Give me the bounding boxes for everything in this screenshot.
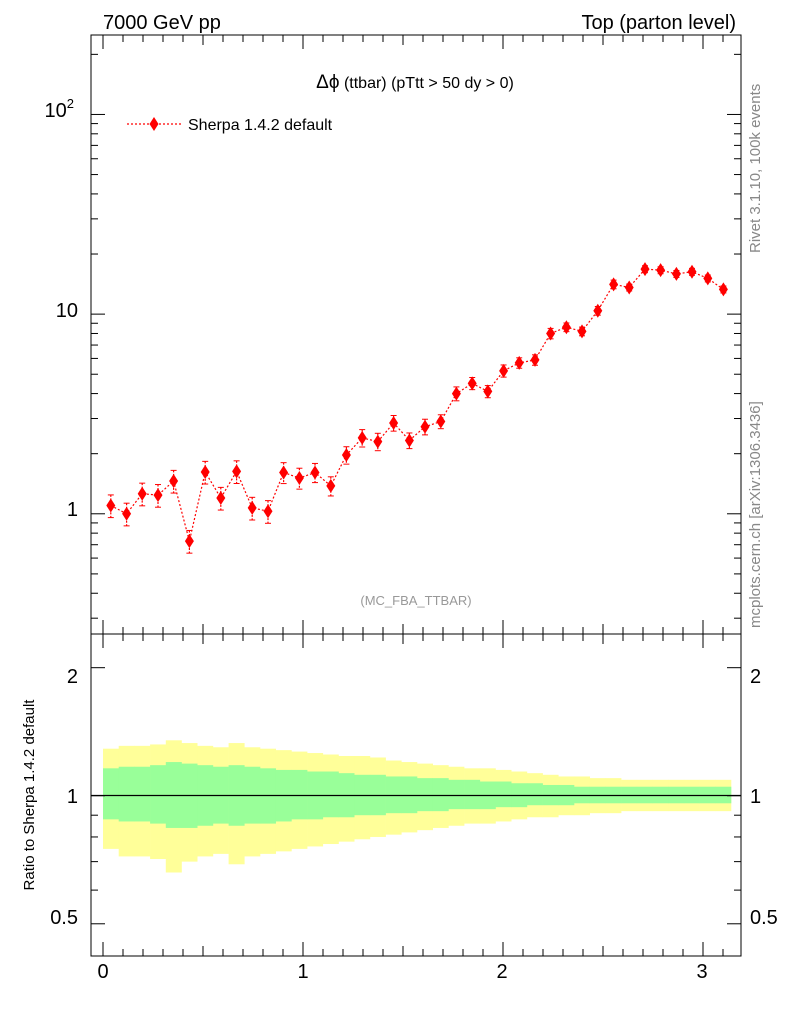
data-point xyxy=(467,376,477,391)
data-point xyxy=(561,320,571,335)
data-point xyxy=(294,471,304,486)
data-point xyxy=(373,434,383,449)
data-point xyxy=(499,363,509,378)
ratio-panel: 2 1 0.5 2 1 0.5 Ratio to Sherpa 1.4.2 de… xyxy=(21,633,778,983)
title-rest: (ttbar) (pTtt > 50 dy > 0) xyxy=(340,75,514,92)
data-point xyxy=(137,486,147,501)
data-point xyxy=(184,534,194,549)
data-point xyxy=(216,490,226,505)
data-point xyxy=(200,464,210,479)
data-point xyxy=(483,384,493,399)
ratio-y-tick-1-left: 1 xyxy=(67,786,78,808)
ratio-inner-band-bin xyxy=(432,778,449,812)
data-point xyxy=(703,271,713,286)
rivet-label: Rivet 3.1.10, 100k events xyxy=(747,84,764,253)
ratio-y-tick-2-right: 2 xyxy=(750,666,761,688)
data-point xyxy=(326,478,336,493)
ratio-ylabel: Ratio to Sherpa 1.4.2 default xyxy=(21,699,38,891)
ratio-inner-band-bin xyxy=(134,766,151,822)
ratio-inner-band-bin xyxy=(464,779,481,810)
data-point xyxy=(436,414,446,429)
x-tick-label-1: 1 xyxy=(297,961,308,983)
x-tick-label-2: 2 xyxy=(496,961,507,983)
ratio-inner-band-bin xyxy=(495,781,512,808)
analysis-label: (MC_FBA_TTBAR) xyxy=(360,593,471,608)
data-point xyxy=(247,500,257,515)
title-symbol: Δϕ xyxy=(316,72,339,93)
ratio-inner-band-bin xyxy=(417,778,433,812)
series-line xyxy=(110,268,724,542)
data-point xyxy=(404,433,414,448)
data-point xyxy=(341,447,351,462)
mcplots-label: mcplots.cern.ch [arXiv:1306.3436] xyxy=(747,401,764,628)
data-point xyxy=(546,326,556,341)
y-tick-label-1: 1 xyxy=(67,499,78,521)
data-point xyxy=(451,386,461,401)
ratio-inner-band-bin xyxy=(103,768,119,820)
ratio-inner-band-bin xyxy=(118,766,135,822)
header-left: 7000 GeV pp xyxy=(103,12,221,34)
data-point xyxy=(420,419,430,434)
data-point xyxy=(687,264,697,279)
legend: Sherpa 1.4.2 default xyxy=(127,117,333,134)
ratio-frame xyxy=(90,633,742,957)
ratio-y-tick-05-left: 0.5 xyxy=(50,907,78,929)
data-point xyxy=(169,473,179,488)
header-right: Top (parton level) xyxy=(581,12,736,34)
data-point xyxy=(577,324,587,339)
ratio-y-tick-2-left: 2 xyxy=(67,666,78,688)
ratio-inner-band-bin xyxy=(526,783,543,806)
data-point xyxy=(310,465,320,480)
ratio-axis-ticks xyxy=(91,634,741,956)
data-point xyxy=(106,498,116,513)
data-point xyxy=(656,263,666,278)
data-point xyxy=(530,352,540,367)
ratio-inner-band-bin xyxy=(385,776,402,814)
data-point xyxy=(640,262,650,277)
data-point xyxy=(263,504,273,519)
data-point xyxy=(593,303,603,318)
data-point xyxy=(357,430,367,445)
ratio-inner-band-bin xyxy=(322,771,339,818)
data-point xyxy=(279,465,289,480)
data-point xyxy=(609,277,619,292)
x-tick-label-3: 3 xyxy=(696,961,707,983)
ratio-inner-band-bin xyxy=(448,779,465,810)
y-tick-label-10: 10 xyxy=(56,300,78,322)
data-point xyxy=(514,355,524,370)
plot-title: Δϕ (ttbar) (pTtt > 50 dy > 0) xyxy=(316,72,514,93)
ratio-bands xyxy=(103,740,732,873)
y-tick-label-100-exponent: 2 xyxy=(67,96,74,111)
main-data-series xyxy=(106,262,728,554)
data-point xyxy=(122,506,132,521)
legend-marker xyxy=(149,117,159,131)
ratio-y-tick-05-right: 0.5 xyxy=(750,907,778,929)
data-point xyxy=(153,488,163,503)
data-point xyxy=(671,266,681,281)
y-tick-label-100: 102 xyxy=(45,96,74,122)
data-point xyxy=(718,282,728,297)
main-panel: Δϕ (ttbar) (pTtt > 50 dy > 0) Sherpa 1.4… xyxy=(45,34,742,635)
ratio-y-tick-1-right: 1 xyxy=(750,786,761,808)
data-point xyxy=(624,280,634,295)
data-point xyxy=(232,464,242,479)
main-axis-ticks xyxy=(91,35,741,634)
ratio-inner-band-bin xyxy=(291,769,308,820)
ratio-inner-band-bin xyxy=(401,776,418,814)
legend-label: Sherpa 1.4.2 default xyxy=(188,117,333,134)
data-point xyxy=(389,415,399,430)
ratio-inner-band-bin xyxy=(150,765,167,824)
x-tick-label-0: 0 xyxy=(97,961,108,983)
